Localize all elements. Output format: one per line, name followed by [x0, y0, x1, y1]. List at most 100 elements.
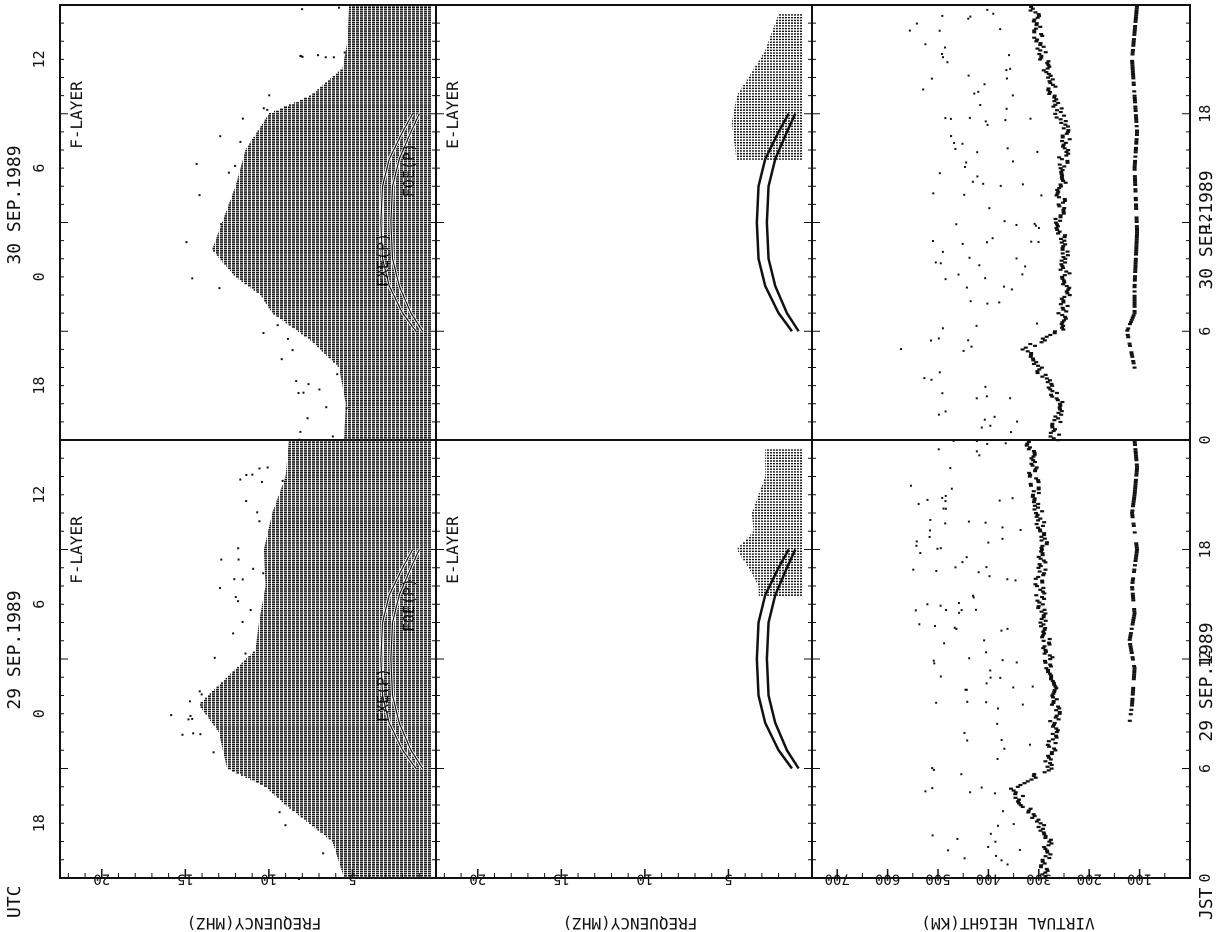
f-height-scatter [926, 603, 929, 606]
f-height-point [1061, 179, 1066, 183]
f-height-point [1056, 439, 1061, 442]
f-height-scatter [1040, 194, 1043, 197]
e-height-point [1130, 316, 1135, 319]
e-height-point [1132, 168, 1137, 171]
f-height-scatter [967, 339, 970, 342]
f-height-point [1063, 257, 1068, 260]
f-height-point [1030, 7, 1035, 10]
e-height-point [1128, 713, 1133, 716]
f-height-point [1042, 632, 1047, 635]
e-height-point [1134, 456, 1139, 460]
f-height-point [1045, 743, 1050, 746]
e-height-point [1133, 181, 1138, 184]
f-height-point [1057, 406, 1062, 409]
day2-top-label: 30 SEP.1989 [4, 145, 25, 264]
f-height-point [1043, 855, 1048, 858]
f-height-point [1029, 352, 1034, 355]
f-height-point [1057, 707, 1062, 710]
f-height-scatter [941, 496, 944, 499]
f-scatter-point [218, 287, 221, 290]
f-scatter-point [262, 572, 265, 575]
e-height-point [1130, 586, 1135, 589]
f-height-point [1046, 76, 1051, 79]
panel-title: F-LAYER [67, 516, 86, 584]
value-tick-label: 15 [177, 870, 194, 886]
f-height-point [1023, 346, 1028, 349]
f-height-point [1030, 495, 1035, 498]
f-height-scatter [996, 824, 999, 827]
e-height-point [1131, 577, 1136, 580]
f-height-point [1052, 689, 1057, 692]
f-height-point [1055, 109, 1060, 112]
e-height-point [1131, 502, 1136, 506]
f-height-point [1038, 588, 1043, 591]
f-height-point [1050, 679, 1055, 683]
f-height-point [1046, 386, 1051, 389]
f-height-point [1037, 601, 1042, 604]
f-height-scatter [1005, 107, 1008, 110]
e-height-point [1133, 20, 1138, 23]
e-height-point [1132, 309, 1137, 313]
f-scatter-point [258, 467, 261, 470]
f-height-scatter [934, 261, 937, 264]
e-height-point [1133, 25, 1138, 28]
f-height-scatter [934, 625, 937, 628]
f-height-point [1052, 94, 1057, 97]
f-height-point [1060, 265, 1065, 268]
f-scatter-point [301, 8, 304, 11]
f-height-scatter [924, 43, 927, 46]
f-height-scatter [987, 845, 990, 848]
e-height-point [1131, 678, 1136, 681]
e-height-point [1132, 27, 1137, 30]
e-height-point [1135, 548, 1140, 552]
f-height-point [1042, 597, 1047, 600]
e-height-point [1130, 355, 1135, 358]
e-height-point [1130, 702, 1135, 705]
f-height-point [1066, 288, 1071, 291]
f-height-point [1063, 123, 1068, 126]
f-height-point [1044, 867, 1049, 871]
f-height-scatter [999, 676, 1002, 679]
f-height-scatter [976, 151, 979, 154]
f-scatter-point [268, 94, 271, 97]
f-height-scatter [937, 337, 940, 340]
f-height-point [1040, 375, 1045, 378]
f-scatter-point [234, 164, 237, 167]
e-height-point [1132, 303, 1137, 306]
f-height-point [1053, 749, 1058, 752]
e-height-point [1132, 166, 1137, 169]
f-height-point [1031, 449, 1036, 453]
f-height-scatter [941, 14, 944, 17]
f-height-point [1028, 355, 1033, 358]
e-height-point [1131, 675, 1136, 679]
f-height-scatter [975, 450, 978, 453]
f-height-point [1028, 9, 1033, 12]
f-height-point [1067, 294, 1072, 297]
f-height-scatter [993, 415, 996, 418]
f-height-scatter [908, 29, 911, 32]
f-height-point [1054, 709, 1059, 712]
f-height-point [1041, 639, 1046, 642]
f-height-point [1058, 167, 1063, 170]
f-height-scatter [976, 175, 979, 178]
f-height-point [1060, 275, 1065, 279]
f-height-scatter [1010, 288, 1013, 291]
f-height-point [1054, 98, 1059, 101]
f-height-scatter [1018, 848, 1021, 851]
panel-e-day1: 5 10 15 20 E-LAYER [435, 439, 813, 886]
f-height-scatter [1002, 285, 1005, 288]
e-height-point [1132, 564, 1137, 567]
e-height-point [1134, 242, 1139, 245]
f-height-scatter [938, 172, 941, 175]
f-height-point [1042, 659, 1047, 663]
f-height-scatter [960, 609, 963, 612]
e-height-point [1130, 59, 1135, 63]
e-height-point [1128, 634, 1133, 637]
f-height-point [1044, 667, 1049, 670]
f-height-point [1054, 731, 1059, 734]
f-height-point [1049, 842, 1054, 845]
e-height-point [1132, 94, 1137, 97]
f-height-point [1034, 477, 1039, 480]
f-height-scatter [989, 676, 992, 679]
e-height-point [1130, 511, 1135, 514]
